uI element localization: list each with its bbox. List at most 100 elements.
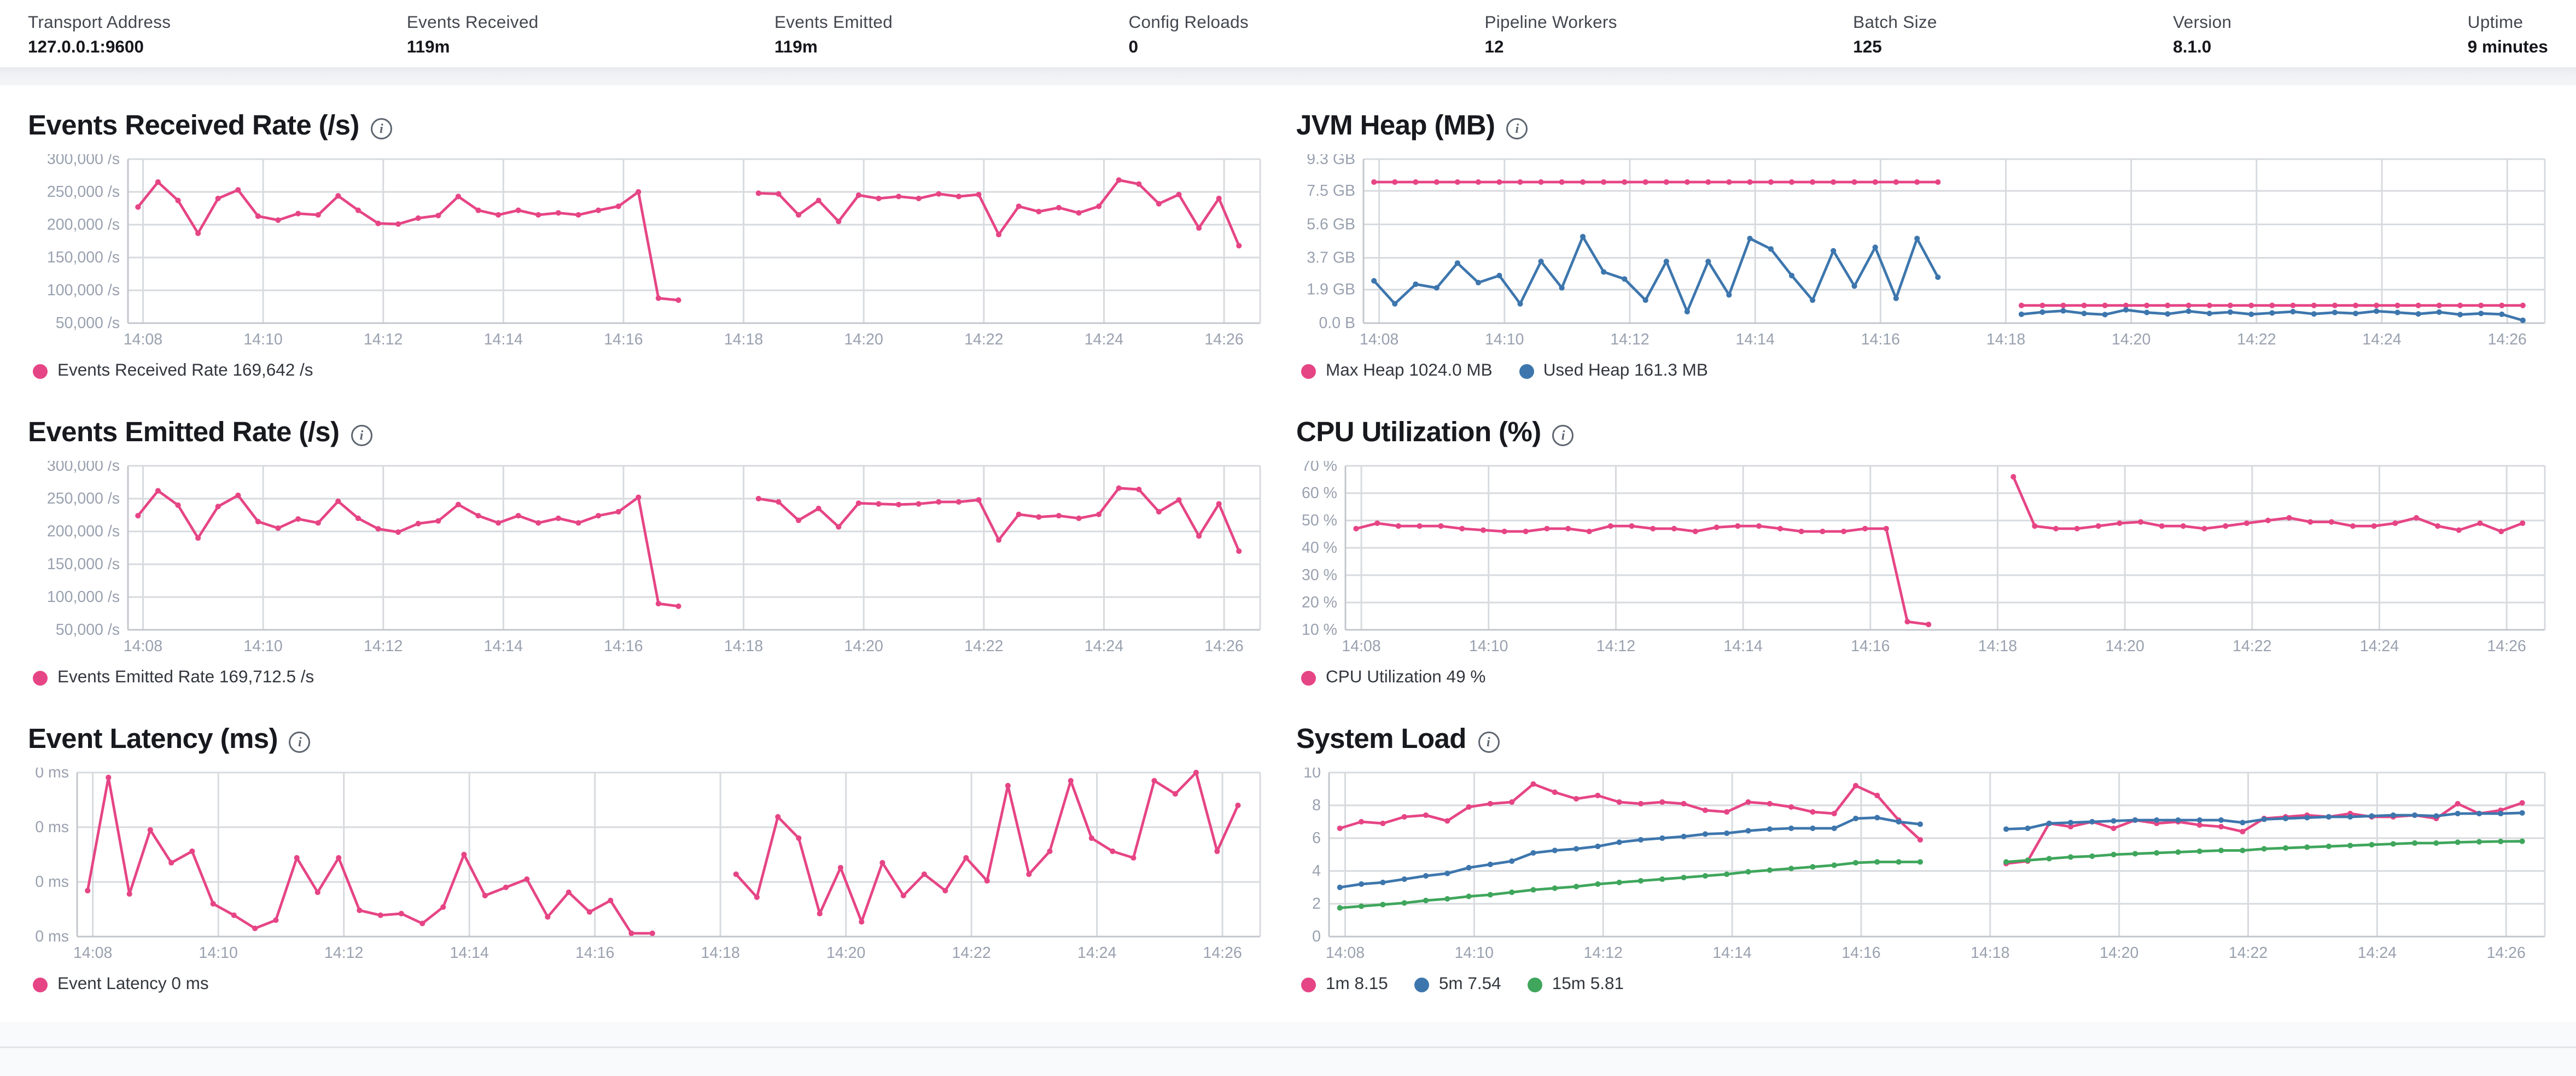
stat-pipeline-workers: Pipeline Workers 12 [1484, 13, 1617, 57]
legend-label: Max Heap 1024.0 MB [1326, 361, 1493, 381]
svg-text:10 %: 10 % [1302, 621, 1337, 639]
info-icon[interactable]: i [1477, 730, 1499, 752]
line-chart[interactable]: 14:08 14:10 14:12 14:14 14:16 14:18 14:20 14:22… [1296, 154, 2548, 358]
legend-item[interactable]: 1m 8.15 [1301, 974, 1388, 994]
svg-text:14:14: 14:14 [1712, 944, 1751, 962]
svg-text:30 %: 30 % [1302, 566, 1337, 584]
svg-text:50,000 /s: 50,000 /s [56, 314, 120, 332]
line-chart[interactable]: 14:08 14:10 14:12 14:14 14:16 14:18 14:20 14:22… [1296, 461, 2548, 664]
legend-label: Events Received Rate 169,642 /s [57, 361, 313, 381]
svg-text:14:22: 14:22 [964, 331, 1003, 348]
legend-dot-icon [1301, 976, 1316, 992]
info-icon[interactable]: i [289, 730, 311, 752]
legend-item[interactable]: Events Received Rate 169,642 /s [33, 361, 313, 381]
svg-text:14:22: 14:22 [964, 638, 1003, 655]
svg-text:14:14: 14:14 [484, 638, 523, 655]
legend-item[interactable]: 5m 7.54 [1414, 974, 1501, 994]
svg-text:14:10: 14:10 [1469, 638, 1508, 655]
charts-panel: Events Received Rate (/s) i 14:08 14:10 14… [0, 85, 2576, 1022]
svg-text:300,000 /s: 300,000 /s [47, 461, 120, 475]
svg-text:14:12: 14:12 [1596, 638, 1635, 655]
svg-text:14:08: 14:08 [1342, 638, 1380, 655]
svg-text:14:12: 14:12 [364, 638, 403, 655]
svg-text:14:12: 14:12 [1610, 331, 1649, 348]
svg-text:14:10: 14:10 [199, 944, 238, 962]
legend-item[interactable]: 15m 5.81 [1527, 974, 1624, 994]
svg-text:14:16: 14:16 [604, 638, 643, 655]
stat-uptime: Uptime 9 minutes [2468, 13, 2548, 57]
legend-label: 5m 7.54 [1438, 974, 1501, 994]
legend-item[interactable]: Max Heap 1024.0 MB [1301, 361, 1493, 381]
chart-system-load: System Load i 14:08 14:10 14:12 14:14 14:16 1… [1296, 699, 2548, 1005]
svg-text:14:08: 14:08 [1360, 331, 1398, 348]
stat-version: Version 8.1.0 [2173, 13, 2231, 57]
legend-item[interactable]: Used Heap 161.3 MB [1518, 361, 1708, 381]
chart-legend: Events Emitted Rate 169,712.5 /s [28, 668, 1263, 687]
line-chart[interactable]: 14:08 14:10 14:12 14:14 14:16 14:18 14:20 14:22… [28, 461, 1263, 664]
legend-label: Event Latency 0 ms [57, 974, 209, 994]
legend-item[interactable]: CPU Utilization 49 % [1301, 668, 1485, 687]
svg-text:14:12: 14:12 [324, 944, 363, 962]
svg-text:14:22: 14:22 [2237, 331, 2276, 348]
svg-text:50 %: 50 % [1302, 512, 1337, 529]
info-icon[interactable]: i [370, 117, 392, 139]
svg-text:14:18: 14:18 [724, 638, 763, 655]
legend-dot-icon [1301, 363, 1316, 378]
svg-text:2: 2 [1312, 895, 1321, 913]
info-icon[interactable]: i [1506, 117, 1528, 139]
svg-text:9.3 GB: 9.3 GB [1307, 154, 1355, 168]
footer-strip [0, 1022, 2576, 1076]
svg-text:14:08: 14:08 [73, 944, 112, 962]
stat-label: Batch Size [1853, 13, 1937, 33]
chart-title: Events Emitted Rate (/s) [28, 417, 340, 448]
svg-text:10: 10 [1303, 768, 1321, 781]
svg-text:14:26: 14:26 [1203, 944, 1242, 962]
svg-text:20 %: 20 % [1302, 594, 1337, 611]
stat-value: 119m [774, 38, 818, 57]
legend-item[interactable]: Events Emitted Rate 169,712.5 /s [33, 668, 314, 687]
svg-text:150,000 /s: 150,000 /s [47, 555, 120, 573]
chart-title: CPU Utilization (%) [1296, 417, 1541, 448]
svg-text:14:22: 14:22 [952, 944, 990, 962]
svg-text:200,000 /s: 200,000 /s [47, 216, 120, 233]
svg-text:14:24: 14:24 [1085, 331, 1123, 348]
svg-text:0 ms: 0 ms [35, 768, 69, 781]
legend-dot-icon [1518, 363, 1534, 378]
svg-text:6: 6 [1312, 829, 1321, 847]
svg-text:60 %: 60 % [1302, 484, 1337, 502]
chart-jvm-heap: JVM Heap (MB) i 14:08 14:10 14:12 14:14 14:1… [1296, 85, 2548, 392]
legend-dot-icon [1301, 670, 1316, 685]
svg-text:3.7 GB: 3.7 GB [1307, 249, 1355, 267]
legend-label: 1m 8.15 [1326, 974, 1388, 994]
legend-dot-icon [33, 976, 48, 992]
svg-text:40 %: 40 % [1302, 539, 1337, 557]
stat-label: Config Reloads [1128, 13, 1249, 33]
svg-text:14:08: 14:08 [124, 638, 162, 655]
stat-label: Events Received [406, 13, 539, 33]
stat-value: 127.0.0.1:9600 [28, 38, 144, 57]
svg-text:14:24: 14:24 [2360, 638, 2399, 655]
info-icon[interactable]: i [1552, 424, 1574, 446]
info-icon[interactable]: i [351, 424, 372, 446]
svg-text:14:08: 14:08 [124, 331, 162, 348]
chart-cpu-utilization: CPU Utilization (%) i 14:08 14:10 14:12 14:… [1296, 392, 2548, 699]
svg-text:14:26: 14:26 [2488, 331, 2527, 348]
svg-text:14:18: 14:18 [1986, 331, 2025, 348]
footer-divider [0, 1022, 2576, 1048]
svg-text:14:14: 14:14 [1723, 638, 1762, 655]
chart-title: System Load [1296, 723, 1466, 755]
stat-value: 8.1.0 [2173, 38, 2212, 57]
line-chart[interactable]: 14:08 14:10 14:12 14:14 14:16 14:18 14:20 14:22… [28, 154, 1263, 358]
svg-text:150,000 /s: 150,000 /s [47, 249, 120, 266]
svg-text:7.5 GB: 7.5 GB [1307, 182, 1355, 200]
svg-text:14:24: 14:24 [1077, 944, 1116, 962]
svg-text:14:14: 14:14 [450, 944, 489, 962]
svg-text:14:24: 14:24 [2358, 944, 2397, 962]
line-chart[interactable]: 14:08 14:10 14:12 14:14 14:16 14:18 14:20 14:22… [28, 768, 1263, 971]
line-chart[interactable]: 14:08 14:10 14:12 14:14 14:16 14:18 14:20 14:22… [1296, 768, 2548, 971]
svg-text:14:26: 14:26 [1204, 638, 1243, 655]
stat-label: Pipeline Workers [1484, 13, 1617, 33]
legend-item[interactable]: Event Latency 0 ms [33, 974, 209, 994]
legend-dot-icon [1414, 976, 1429, 992]
